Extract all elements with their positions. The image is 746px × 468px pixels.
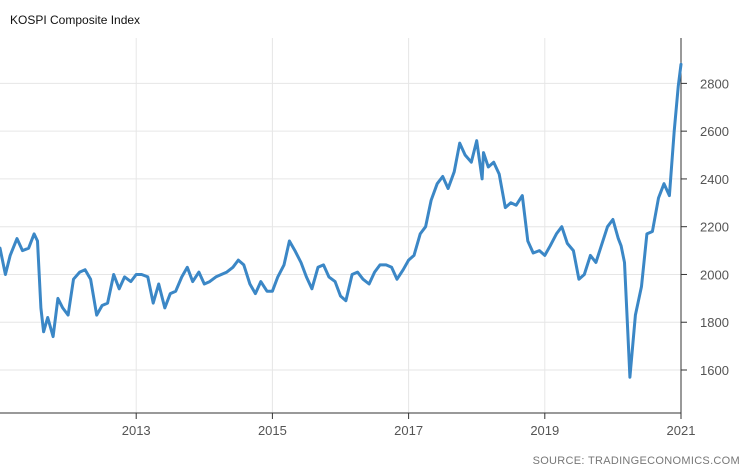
vertical-gridlines	[135, 38, 682, 413]
y-tick-label-1800: 1800	[700, 315, 729, 330]
source-note: SOURCE: TRADINGECONOMICS.COM	[532, 455, 740, 467]
series-layer	[0, 62, 683, 379]
chart-title: KOSPI Composite Index	[10, 13, 141, 27]
y-tick-label-1600: 1600	[700, 363, 729, 378]
x-tick-label-2017: 2017	[394, 423, 423, 438]
x-tick-label-2021: 2021	[667, 423, 696, 438]
tick-labels: 2013 2015 2017 2019 2021 1600 1800 2000 2200 2400…	[122, 76, 729, 438]
axis-ticks	[135, 82, 687, 419]
y-tick-label-2200: 2200	[700, 220, 729, 235]
y-tick-label-2800: 2800	[700, 76, 729, 91]
x-tick-label-2019: 2019	[530, 423, 559, 438]
x-tick-label-2013: 2013	[122, 423, 151, 438]
horizontal-gridlines	[0, 82, 681, 371]
y-tick-label-2400: 2400	[700, 172, 729, 187]
y-tick-label-2600: 2600	[700, 124, 729, 139]
series-line-0	[0, 62, 683, 379]
y-tick-label-2000: 2000	[700, 267, 729, 282]
x-tick-label-2015: 2015	[258, 423, 287, 438]
